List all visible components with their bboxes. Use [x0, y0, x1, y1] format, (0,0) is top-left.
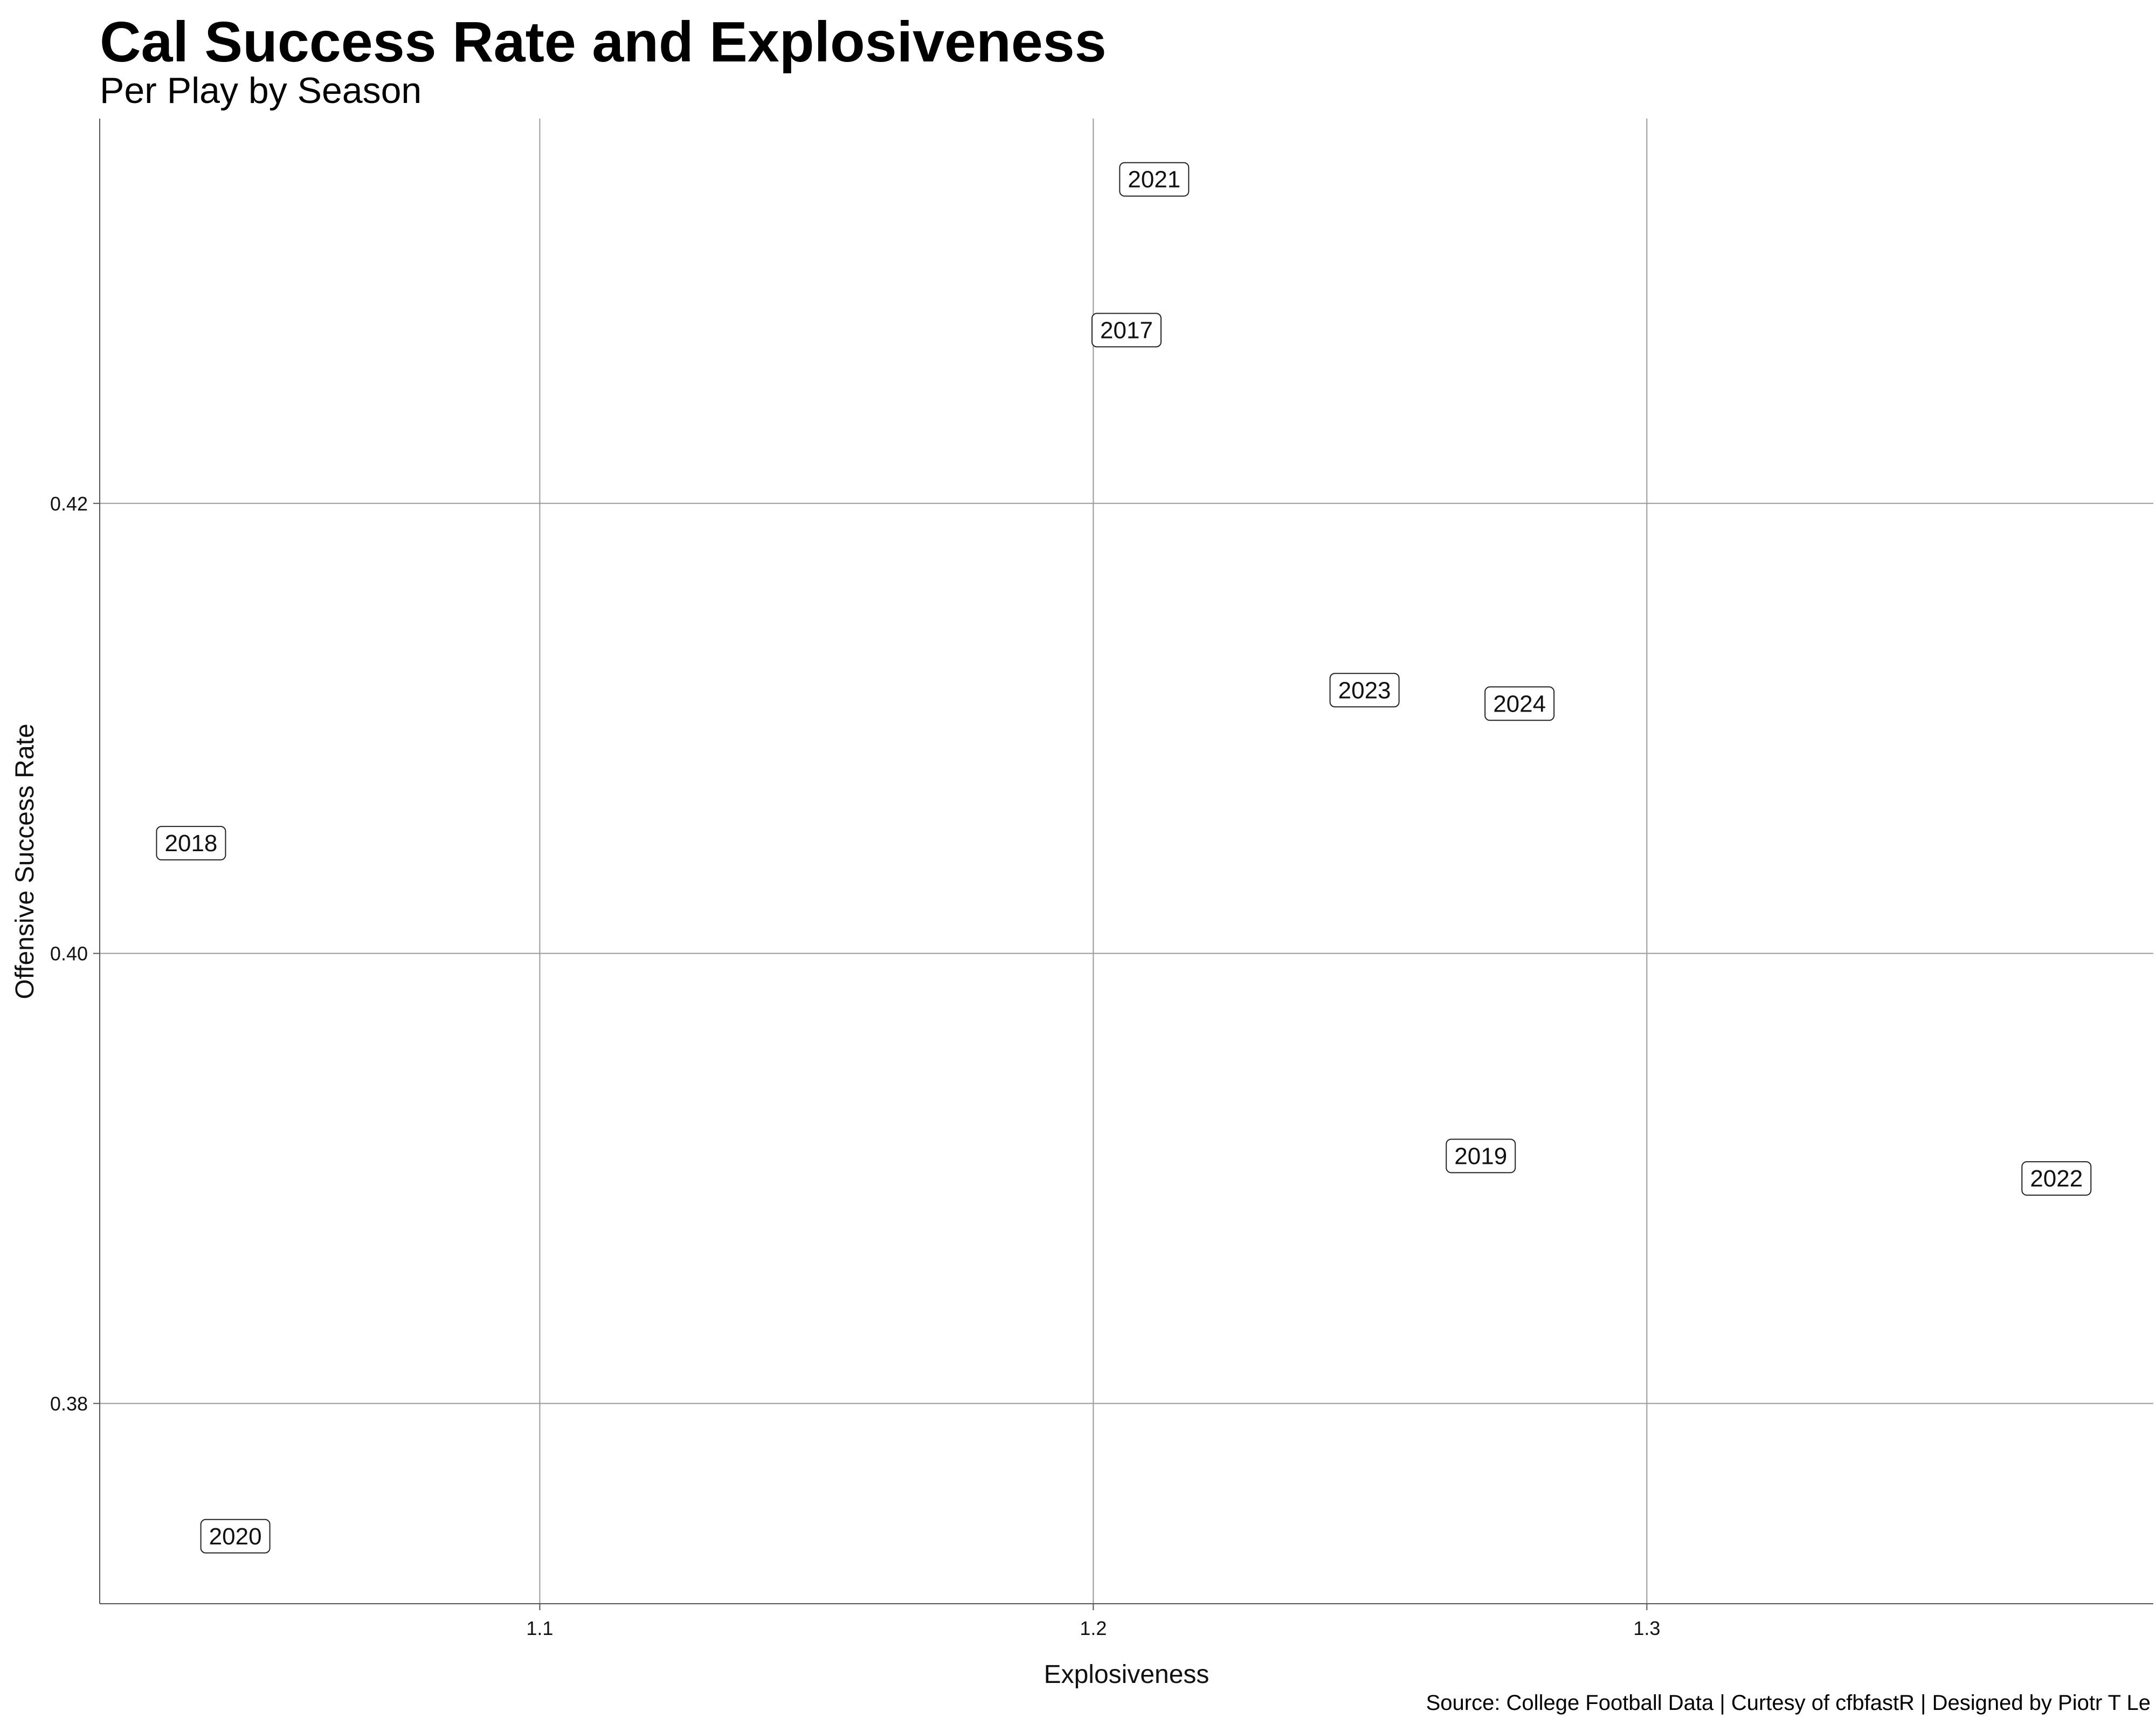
data-point-2018: 2018 [156, 826, 226, 861]
data-point-2019: 2019 [1446, 1138, 1516, 1174]
point-label-text: 2024 [1493, 691, 1546, 717]
gridlines [100, 119, 2153, 1604]
point-label-text: 2018 [165, 830, 218, 857]
data-point-2020: 2020 [200, 1519, 271, 1554]
point-label-box [2021, 1161, 2092, 1196]
point-label-box [1091, 313, 1162, 348]
data-point-2021: 2021 [1119, 162, 1190, 197]
y-tick-label: 0.40 [50, 943, 88, 965]
x-tick-label: 1.1 [526, 1617, 553, 1639]
point-label-text: 2019 [1454, 1143, 1507, 1169]
point-label-text: 2021 [1128, 167, 1180, 193]
point-label-text: 2020 [209, 1523, 262, 1550]
point-label-text: 2022 [2030, 1165, 2083, 1192]
data-point-2022: 2022 [2021, 1161, 2092, 1196]
x-axis-title: Explosiveness [1044, 1660, 1210, 1689]
y-tick-label: 0.42 [50, 493, 88, 515]
point-label-box [1484, 686, 1555, 721]
y-axis-title: Offensive Success Rate [11, 723, 39, 999]
chart-subtitle: Per Play by Season [100, 70, 422, 111]
data-point-2024: 2024 [1484, 686, 1555, 721]
chart-caption: Source: College Football Data | Curtesy … [1426, 1691, 2151, 1715]
point-label-box [1119, 162, 1190, 197]
point-label-text: 2023 [1338, 677, 1391, 703]
point-label-box [156, 826, 226, 861]
x-tick-label: 1.2 [1080, 1617, 1107, 1639]
axis-ticks: 1.1 1.2 1.3 0.38 0.40 0.42 [50, 493, 1660, 1639]
point-label-text: 2017 [1100, 317, 1153, 343]
chart-title: Cal Success Rate and Explosiveness [100, 10, 1107, 74]
y-tick-label: 0.38 [50, 1392, 88, 1414]
data-point-2023: 2023 [1329, 673, 1400, 708]
data-point-2017: 2017 [1091, 313, 1162, 348]
point-label-box [1329, 673, 1400, 708]
x-tick-label: 1.3 [1633, 1617, 1660, 1639]
point-label-box [200, 1519, 271, 1554]
point-labels: 2017 2018 2019 2020 2021 2022 2023 2024 [156, 162, 2092, 1554]
point-label-box [1446, 1138, 1516, 1174]
